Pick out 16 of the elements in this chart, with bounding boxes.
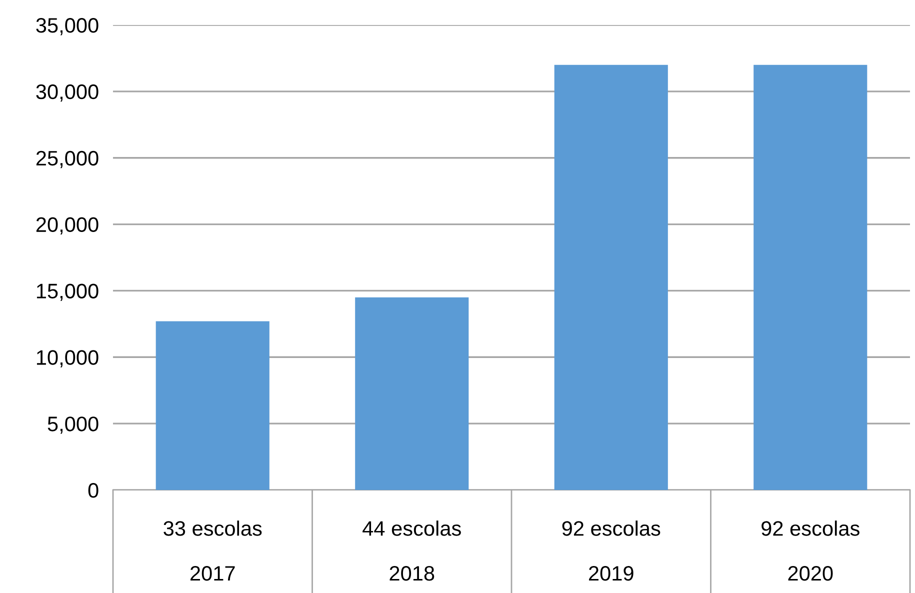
category-label: 44 escolas 2018: [362, 520, 461, 581]
y-tick-label: 10,000: [36, 350, 98, 368]
y-tick-label: 30,000: [36, 84, 98, 102]
y-tick-label: 20,000: [36, 217, 98, 234]
bar: [156, 321, 270, 490]
bar: [355, 297, 469, 490]
category-label: 33 escolas 2017: [164, 520, 262, 581]
y-tick-label: 0: [88, 483, 98, 498]
y-tick-label: 25,000: [36, 150, 98, 168]
y-tick-label: 35,000: [36, 18, 98, 36]
bar: [554, 64, 668, 490]
bar: [754, 64, 868, 490]
category-label: 92 escolas 2020: [762, 520, 860, 581]
y-tick-label: 15,000: [36, 284, 98, 301]
y-tick-label: 5,000: [48, 416, 98, 434]
category-label: 92 escolas 2019: [562, 520, 660, 581]
